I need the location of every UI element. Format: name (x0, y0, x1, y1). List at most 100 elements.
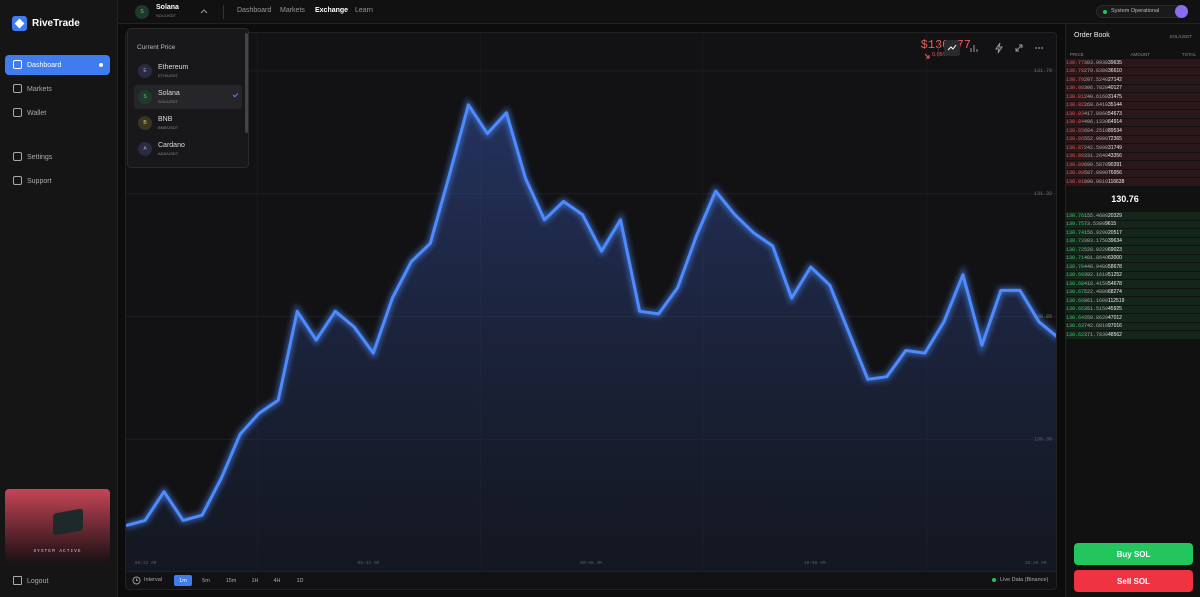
order-total: 40127 (1108, 85, 1122, 92)
fullscreen-button[interactable] (1011, 40, 1027, 56)
pair-name[interactable]: Solana (156, 4, 179, 11)
order-price: 130.80 (1066, 85, 1085, 92)
order-row[interactable]: 130.69 392.1610 51252 (1066, 271, 1200, 280)
interval-option[interactable]: 5m (202, 577, 210, 584)
order-amount: 587.8990 (1084, 170, 1109, 177)
dropdown-item[interactable]: A Cardano ADA/USDT (134, 137, 242, 161)
order-row[interactable]: 130.71 481.8640 63000 (1066, 254, 1200, 263)
top-nav-item[interactable]: Dashboard (237, 7, 272, 14)
order-price: 130.77 (1066, 59, 1085, 66)
pair-icon: S (135, 5, 149, 19)
top-nav-item[interactable]: Learn (355, 7, 373, 14)
order-row[interactable]: 130.85 684.2510 89534 (1066, 127, 1200, 136)
nav-item[interactable]: Dashboard (5, 55, 110, 75)
order-row[interactable]: 130.72 528.0220 69023 (1066, 246, 1200, 255)
chevron[interactable] (200, 8, 208, 16)
order-price: 130.90 (1066, 170, 1085, 177)
order-row[interactable]: 130.79 207.5240 27142 (1066, 76, 1200, 85)
dropdown-item[interactable]: S Solana SOL/USDT (134, 85, 242, 109)
order-price: 130.87 (1066, 144, 1085, 151)
coin-icon: E (138, 64, 152, 78)
order-amount: 417.8960 (1084, 110, 1109, 117)
order-row[interactable]: 130.80 306.7820 40127 (1066, 84, 1200, 93)
order-row[interactable]: 130.84 496.1330 64914 (1066, 118, 1200, 127)
avatar[interactable] (1175, 5, 1188, 18)
order-row[interactable]: 130.73 303.1750 39634 (1066, 237, 1200, 246)
order-row[interactable]: 130.86 552.9980 72365 (1066, 135, 1200, 144)
order-amount: 351.5150 (1084, 306, 1109, 313)
order-total: 72365 (1108, 136, 1122, 143)
order-row[interactable]: 130.77 303.0930 39635 (1066, 59, 1200, 68)
order-row[interactable]: 130.78 279.6380 36610 (1066, 67, 1200, 76)
order-row[interactable]: 130.88 331.2640 43356 (1066, 152, 1200, 161)
brand: RiveTrade (32, 18, 80, 29)
order-price: 130.72 (1066, 246, 1085, 253)
order-row[interactable]: 130.67 522.4800 68274 (1066, 288, 1200, 297)
line (126, 103, 1056, 528)
order-amount: 861.1600 (1084, 297, 1109, 304)
order-row[interactable]: 130.76 155.4680 20329 (1066, 212, 1200, 221)
order-row[interactable]: 130.82 268.6410 35144 (1066, 101, 1200, 110)
top-nav-item[interactable]: Exchange (315, 7, 349, 14)
order-row[interactable]: 130.87 242.5990 31749 (1066, 144, 1200, 153)
interval-icon (132, 576, 141, 585)
order-row[interactable]: 130.63 742.6810 97016 (1066, 322, 1200, 331)
order-amount: 155.4680 (1084, 212, 1109, 219)
order-book: Order Book SOL/USDT PRICE AMOUNT TOTAL 130.… (1065, 24, 1200, 597)
trade-button[interactable]: Sell SOL (1074, 570, 1193, 592)
more-button[interactable] (1031, 40, 1047, 56)
coin-symbol: ETH/USDT (158, 73, 178, 78)
order-total: 20329 (1108, 212, 1122, 219)
trade-button[interactable]: Buy SOL (1074, 543, 1193, 565)
order-total: 39635 (1108, 59, 1122, 66)
top-nav-item[interactable]: Markets (280, 7, 305, 14)
order-price: 130.91 (1066, 178, 1085, 185)
logout[interactable]: Logout (5, 571, 110, 591)
interval-option[interactable]: 4H (273, 577, 281, 584)
order-total: 116638 (1108, 178, 1125, 185)
order-price: 130.86 (1066, 136, 1085, 143)
dropdown-item[interactable]: Dogecoin (134, 163, 242, 167)
interval-option[interactable]: 1m (174, 575, 192, 586)
nav-item[interactable]: Support (5, 171, 110, 191)
order-row[interactable]: 130.90 587.8990 76956 (1066, 169, 1200, 178)
sidebar: RiveTrade SYSTEM ACTIVE Logout Dashboard… (0, 0, 118, 597)
order-total: 76956 (1108, 170, 1122, 177)
order-row[interactable]: 130.65 351.5150 45925 (1066, 305, 1200, 314)
order-row[interactable]: 130.66 861.1600 112519 (1066, 297, 1200, 306)
order-row[interactable]: 130.62 371.7830 48562 (1066, 331, 1200, 340)
dropdown-item[interactable]: B BNB BNB/USDT (134, 111, 242, 135)
nav-label: Support (27, 177, 52, 185)
nav-label: Settings (27, 153, 53, 161)
order-total: 112519 (1108, 297, 1125, 304)
bar-chart-button[interactable] (966, 40, 982, 56)
order-row[interactable]: 130.75 73.5380 9615 (1066, 220, 1200, 229)
y-tick-label: 131.32 (1034, 191, 1052, 197)
order-row[interactable]: 130.89 690.5870 90391 (1066, 161, 1200, 170)
order-price: 130.88 (1066, 153, 1085, 160)
order-row[interactable]: 130.91 890.9810 116638 (1066, 178, 1200, 187)
interval-option[interactable]: 1H (251, 577, 259, 584)
nav-label: Dashboard (27, 61, 62, 69)
order-row[interactable]: 130.74 156.9290 20517 (1066, 229, 1200, 238)
order-price: 130.70 (1066, 263, 1085, 270)
logo (12, 16, 27, 31)
order-row[interactable]: 130.70 448.9480 58678 (1066, 263, 1200, 272)
nav-item[interactable]: Markets (5, 79, 110, 99)
order-total: 64914 (1108, 119, 1122, 126)
nav-item[interactable]: Wallet (5, 103, 110, 123)
order-total: 45925 (1108, 306, 1122, 313)
dropdown-item[interactable]: E Ethereum ETH/USDT (134, 59, 242, 83)
interval-option[interactable]: 15m (225, 577, 237, 584)
flash-button[interactable] (991, 40, 1007, 56)
order-row[interactable]: 130.81 240.6160 31475 (1066, 93, 1200, 102)
order-price: 130.62 (1066, 331, 1085, 338)
order-row[interactable]: 130.64 359.8620 47012 (1066, 314, 1200, 323)
live-dot (992, 578, 996, 582)
nav-item[interactable]: Settings (5, 147, 110, 167)
order-row[interactable]: 130.83 417.8960 54673 (1066, 110, 1200, 119)
line-chart-button[interactable] (944, 40, 960, 56)
order-row[interactable]: 130.68 418.4150 54678 (1066, 280, 1200, 289)
interval-option[interactable]: 1D (296, 577, 304, 584)
status-pill: System Operational (1096, 5, 1186, 18)
